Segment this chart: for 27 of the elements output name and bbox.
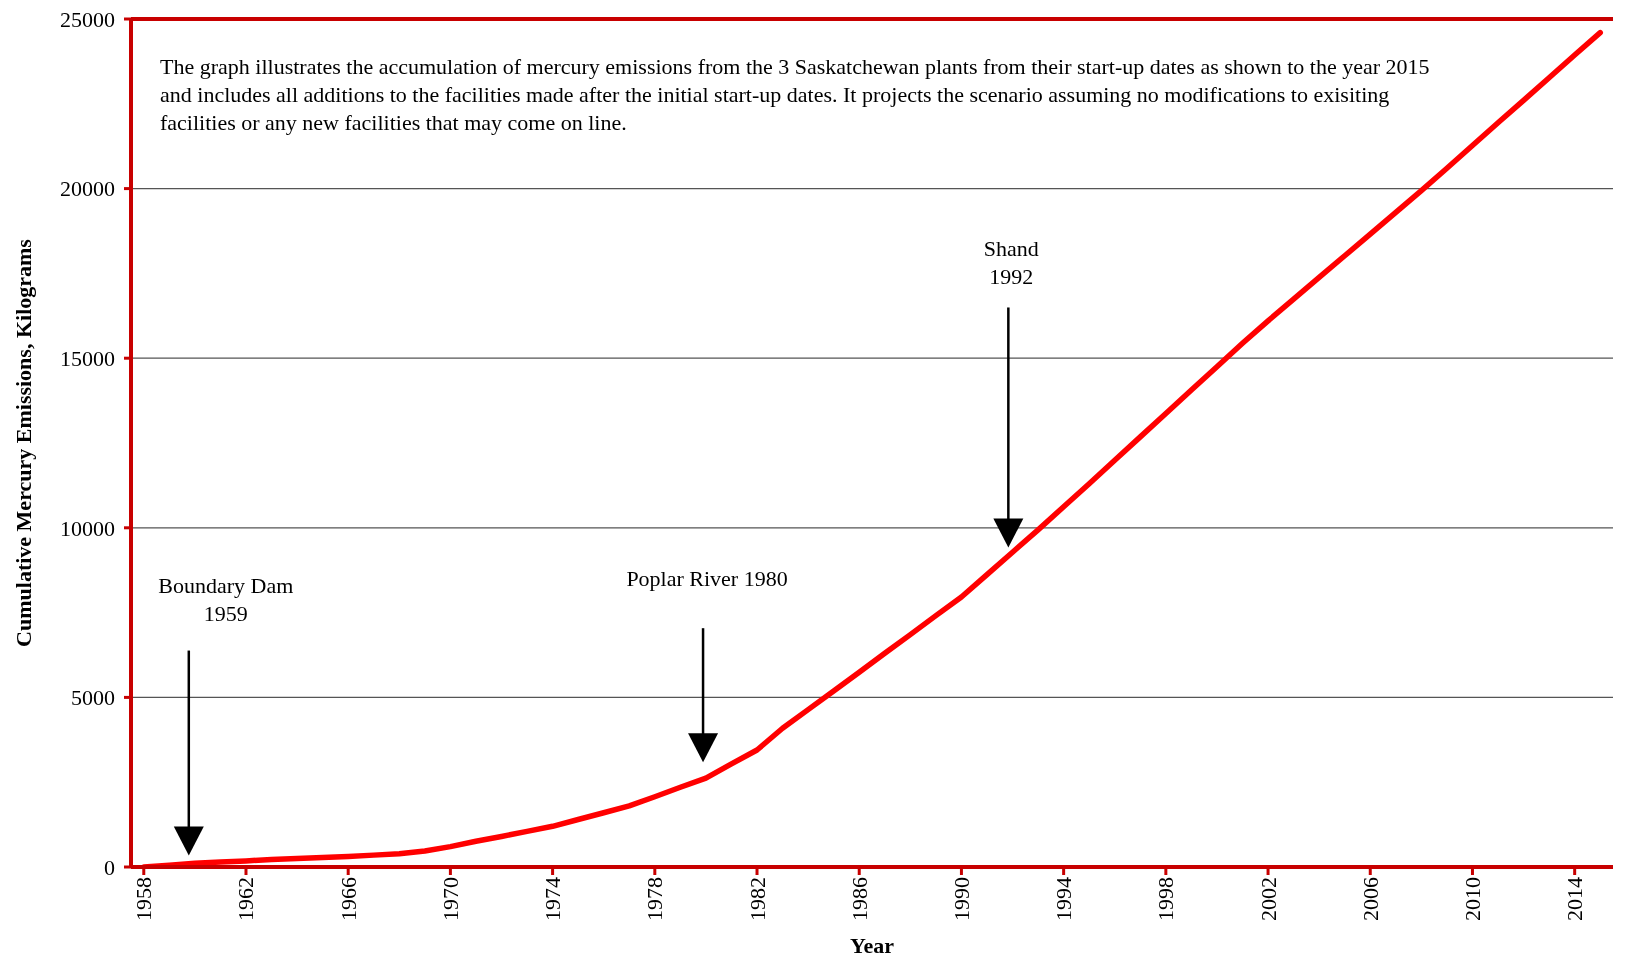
annotation: Shand 1992	[983, 236, 1039, 290]
x-tick-label: 2010	[1459, 877, 1485, 921]
y-tick-label: 10000	[60, 515, 115, 541]
y-tick-label: 20000	[60, 176, 115, 202]
y-tick-label: 15000	[60, 346, 115, 372]
x-tick-label: 1998	[1153, 877, 1179, 921]
x-tick-label: 2014	[1562, 877, 1588, 921]
x-tick-label: 1982	[744, 877, 770, 921]
y-tick-label: 5000	[71, 685, 115, 711]
x-tick-label: 2002	[1255, 877, 1281, 921]
x-tick-label: 1958	[131, 877, 157, 921]
x-tick-label: 1974	[540, 877, 566, 921]
x-tick-label: 2006	[1357, 877, 1383, 921]
y-axis-title: Cumulative Mercury Emissions, Kilograms	[10, 238, 36, 647]
y-tick-label: 25000	[60, 6, 115, 32]
x-axis-title: Year	[850, 933, 895, 958]
x-tick-label: 1970	[437, 877, 463, 921]
y-tick-label: 0	[104, 854, 115, 880]
x-tick-label: 1978	[642, 877, 668, 921]
annotation: The graph illustrates the accumulation of mercury emissions from the 3 Saskatchewan plants from their start-up dates as shown to the year 2015 and includes all additions to the facilities made after the initial start-up dates. It projects the scenario assuming no modifications to exisiting facilities or any new facilities that may come on line.	[160, 53, 1431, 137]
x-tick-label: 1990	[948, 877, 974, 921]
x-tick-label: 1994	[1051, 877, 1077, 921]
annotation: Poplar River 1980	[626, 566, 788, 592]
x-tick-label: 1986	[846, 877, 872, 921]
x-tick-label: 1966	[335, 877, 361, 921]
annotation: Boundary Dam 1959	[158, 572, 294, 626]
x-tick-label: 1962	[233, 877, 259, 921]
